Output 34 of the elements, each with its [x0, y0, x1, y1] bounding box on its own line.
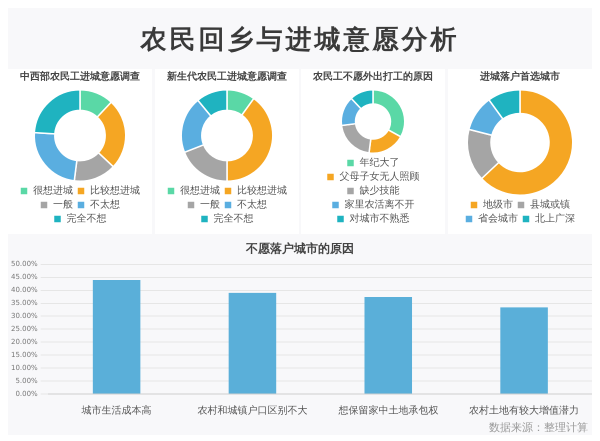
legend-label: 很想进城: [180, 184, 220, 197]
legend-label: 完全不想: [66, 212, 106, 225]
legend-label: 地级市: [482, 198, 513, 211]
x-tick-label: 农村和城镇户口区别不大: [197, 404, 308, 417]
legend-label: 父母子女无人照顾: [340, 170, 420, 183]
x-tick-label: 想保留家中土地承包权: [337, 404, 438, 417]
bar: [92, 280, 140, 394]
text: 农民回乡与进城意愿分析: [139, 24, 460, 57]
bar: [228, 292, 276, 394]
bar: [500, 307, 548, 394]
legend-label: 一般: [200, 200, 220, 211]
legend-label: 北上广深: [534, 212, 575, 225]
legend-label: 缺少技能: [360, 184, 400, 197]
legend-label: 不太想: [90, 198, 120, 211]
legend-label: 比较想进城: [90, 184, 140, 197]
legend-label: 比较想进城: [236, 184, 287, 197]
legend-label: 完全不想: [213, 212, 254, 225]
chart-title: 不愿落户城市的原因: [245, 241, 354, 256]
legend-label: 不太想: [236, 198, 267, 211]
legend-label: 家里农活离不开: [344, 198, 415, 211]
legend-label: 很想进城: [33, 184, 73, 197]
chart-title: 新生代农民工进城意愿调查: [166, 70, 287, 83]
legend-label: 省会城市: [478, 212, 518, 225]
source-note: 数据来源：整理计算: [488, 420, 589, 435]
x-tick-label: 城市生活成本高: [80, 404, 152, 417]
x-tick-label: 农村土地有较大增值潜力: [469, 404, 580, 417]
legend-label: 县城或镇: [530, 198, 570, 211]
legend-label: 对城市不熟悉: [350, 212, 410, 225]
chart-title: 中西部农民工进城意愿调查: [20, 70, 140, 83]
legend-label: 一般: [53, 200, 73, 211]
bar: [364, 297, 412, 394]
chart-title: 进城落户首选城市: [478, 70, 560, 83]
legend-label: 年纪大了: [360, 156, 400, 169]
chart-title: 农民工不愿外出打工的原因: [312, 70, 434, 83]
